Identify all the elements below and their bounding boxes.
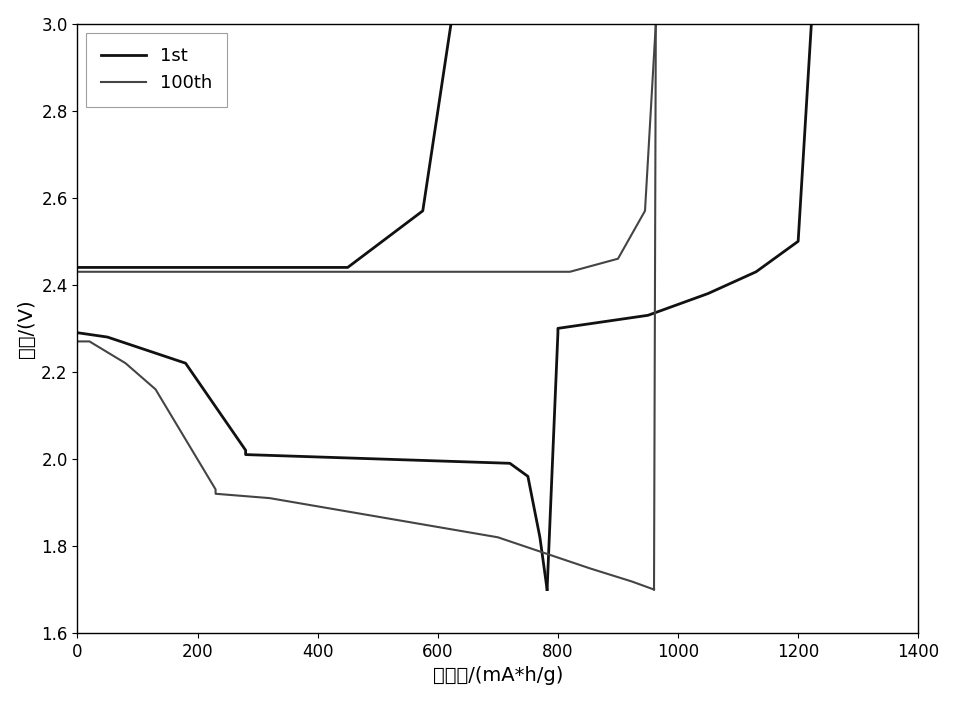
100th xyxy=(72,337,83,345)
X-axis label: 比容量/(mA*h/g): 比容量/(mA*h/g) xyxy=(433,666,563,685)
1st xyxy=(240,451,251,459)
Legend: 1st, 100th: 1st, 100th xyxy=(86,33,228,107)
100th xyxy=(258,494,270,502)
1st xyxy=(220,417,231,425)
100th xyxy=(648,585,660,594)
1st xyxy=(504,459,515,468)
1st xyxy=(72,329,83,337)
1st xyxy=(260,451,272,460)
1st xyxy=(520,471,532,479)
100th xyxy=(624,576,636,585)
100th xyxy=(368,512,380,520)
100th xyxy=(322,504,334,512)
1st xyxy=(541,585,553,594)
Line: 100th: 100th xyxy=(77,341,654,590)
100th xyxy=(598,569,609,577)
Y-axis label: 电压/(V): 电压/(V) xyxy=(16,299,35,358)
100th xyxy=(637,581,648,590)
1st xyxy=(534,533,546,541)
Line: 1st: 1st xyxy=(77,333,547,590)
